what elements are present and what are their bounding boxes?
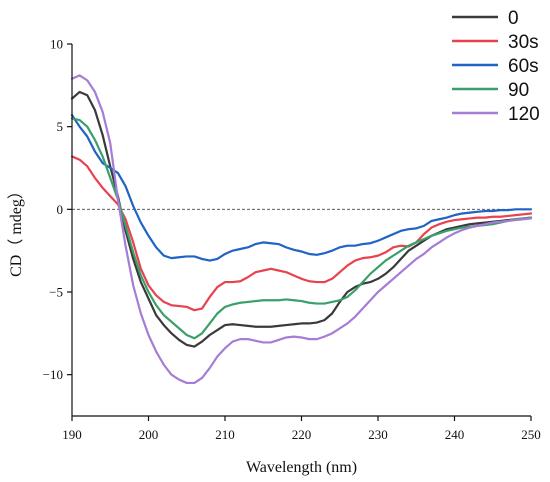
legend-label-30s: 30s <box>508 32 539 53</box>
x-tick-label: 250 <box>521 427 541 442</box>
x-axis-title: Wavelength (nm) <box>246 459 357 476</box>
legend-label-60s: 60s <box>508 56 539 77</box>
y-tick-label: −10 <box>43 367 63 382</box>
y-axis-title: CD（ mdeg） <box>7 183 25 277</box>
series-layer <box>70 74 533 385</box>
x-tick-label: 230 <box>368 427 388 442</box>
legend-label-0: 0 <box>508 8 519 29</box>
x-tick-label: 190 <box>62 427 82 442</box>
x-tick-label: 200 <box>139 427 159 442</box>
y-tick-label: 0 <box>57 202 64 217</box>
x-ticks: 190 200 210 220 230 240 250 <box>62 416 541 442</box>
legend-label-120: 120 <box>508 104 540 125</box>
series-line-30s <box>70 155 533 312</box>
series-line-60s <box>70 113 533 262</box>
x-tick-label: 240 <box>445 427 465 442</box>
y-tick-label: 5 <box>57 119 64 134</box>
series-line-0 <box>70 90 533 348</box>
y-tick-label: −5 <box>49 285 63 300</box>
series-line-120 <box>70 74 533 385</box>
x-tick-label: 220 <box>292 427 312 442</box>
legend-label-90: 90 <box>508 80 529 101</box>
y-tick-label: 10 <box>50 37 63 52</box>
x-tick-label: 210 <box>215 427 235 442</box>
y-ticks: 10 5 0 −5 −10 <box>43 37 72 382</box>
legend: 0 30s 60s 90 120 <box>452 8 540 125</box>
series-line-90 <box>70 117 533 340</box>
